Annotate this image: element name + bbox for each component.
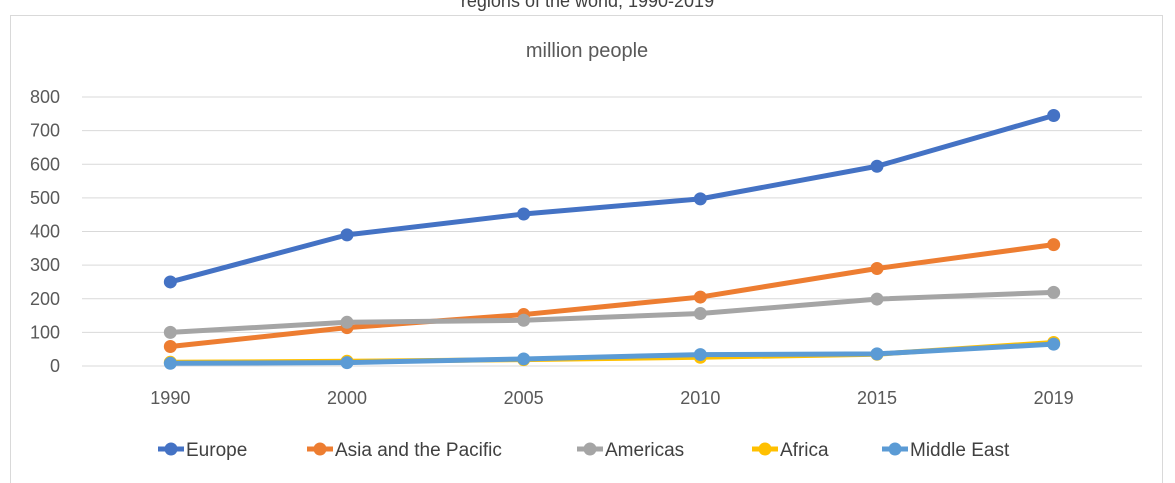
data-point <box>693 348 707 362</box>
series-group <box>163 108 1061 370</box>
chart-subtitle: million people <box>526 40 648 62</box>
series-line <box>167 341 1057 366</box>
legend-item[interactable]: Africa <box>752 440 829 461</box>
legend-label: Asia and the Pacific <box>335 440 502 461</box>
data-point <box>517 313 531 327</box>
y-tick-label: 400 <box>30 222 60 242</box>
legend-marker <box>313 442 327 456</box>
legend[interactable]: Europe Asia and the Pacific Americas Africa… <box>158 440 1010 461</box>
legend-item[interactable]: Europe <box>158 440 247 461</box>
y-tick-label: 200 <box>30 289 60 309</box>
x-tick-label: 1990 <box>150 388 190 408</box>
y-tick-label: 300 <box>30 255 60 275</box>
data-point <box>870 292 884 306</box>
series-line <box>167 112 1057 285</box>
legend-item[interactable]: Americas <box>577 440 684 461</box>
data-point <box>1047 108 1061 122</box>
data-point <box>340 356 354 370</box>
x-tick-label: 2019 <box>1034 388 1074 408</box>
data-point <box>340 315 354 329</box>
data-point <box>870 261 884 275</box>
data-point <box>693 307 707 321</box>
series-europe <box>163 108 1061 289</box>
data-point <box>1047 337 1061 351</box>
data-point <box>163 339 177 353</box>
legend-label: Africa <box>780 440 829 461</box>
legend-label: Americas <box>605 440 684 461</box>
chart-frame <box>10 15 1163 483</box>
data-point <box>517 352 531 366</box>
x-tick-label: 2010 <box>680 388 720 408</box>
data-point <box>163 356 177 370</box>
legend-item[interactable]: Middle East <box>882 440 1010 461</box>
data-point <box>693 290 707 304</box>
y-tick-label: 500 <box>30 188 60 208</box>
legend-label: Middle East <box>910 440 1010 461</box>
data-point <box>163 275 177 289</box>
data-point <box>340 228 354 242</box>
legend-label: Europe <box>186 440 247 461</box>
x-axis-ticks: 1990 2000 2005 2010 2015 2019 <box>150 388 1073 408</box>
series-line <box>167 242 1057 349</box>
gridlines <box>82 96 1142 367</box>
series-middle-east <box>163 337 1061 370</box>
data-point <box>163 325 177 339</box>
legend-item[interactable]: Asia and the Pacific <box>307 440 502 461</box>
data-point <box>1047 238 1061 252</box>
x-tick-label: 2000 <box>327 388 367 408</box>
y-axis-ticks: 0 100 200 300 400 500 600 700 800 <box>30 87 60 376</box>
y-tick-label: 100 <box>30 322 60 342</box>
y-tick-label: 600 <box>30 154 60 174</box>
data-point <box>693 192 707 206</box>
y-tick-label: 800 <box>30 87 60 107</box>
series-line <box>167 289 1057 335</box>
x-tick-label: 2005 <box>504 388 544 408</box>
data-point <box>870 347 884 361</box>
legend-marker <box>164 442 178 456</box>
x-tick-label: 2015 <box>857 388 897 408</box>
legend-marker <box>583 442 597 456</box>
y-tick-label: 0 <box>50 356 60 376</box>
data-point <box>517 207 531 221</box>
y-tick-label: 700 <box>30 121 60 141</box>
chart-title: regions of the world, 1990-2019 <box>460 0 715 11</box>
legend-marker <box>888 442 902 456</box>
legend-marker <box>758 442 772 456</box>
data-point <box>1047 285 1061 299</box>
data-point <box>870 159 884 173</box>
series-americas <box>163 285 1061 339</box>
